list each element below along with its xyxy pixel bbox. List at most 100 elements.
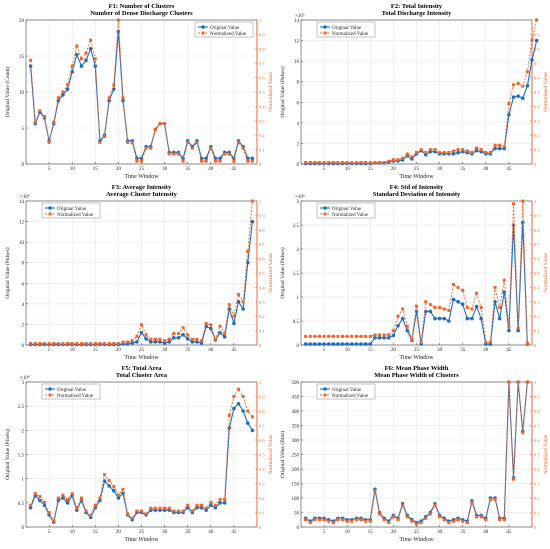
x-tick-label: 10 <box>70 167 76 172</box>
data-point-original <box>195 340 199 344</box>
data-point-normalized <box>530 38 534 42</box>
x-tick-label: 45 <box>231 530 237 535</box>
data-point-normalized <box>135 509 139 513</box>
legend-label-original: Original Value <box>57 207 87 212</box>
data-point-normalized <box>93 57 97 61</box>
y2-tick-label: 0.1 <box>534 148 540 153</box>
data-point-normalized <box>70 342 74 346</box>
data-point-normalized <box>350 519 354 523</box>
data-point-original <box>451 151 456 156</box>
legend-marker-original <box>48 387 52 391</box>
y-tick-label: 6 <box>22 282 25 287</box>
data-point-original <box>250 219 255 224</box>
data-point-normalized <box>382 161 386 165</box>
y2-tick-label: 0.6 <box>534 257 540 262</box>
legend-label-normalized: Normalized Value <box>332 32 369 37</box>
x-tick-label: 30 <box>162 348 168 353</box>
data-point-original <box>354 342 359 346</box>
data-point-normalized <box>313 334 317 338</box>
y-tick-label: 6 <box>297 101 300 106</box>
x-tick-label: 20 <box>391 348 397 353</box>
data-point-normalized <box>61 342 65 346</box>
data-point-normalized <box>116 342 120 346</box>
y-tick-label: 2 <box>22 429 25 434</box>
x-tick-label: 20 <box>116 530 122 535</box>
y-tick-label: 1.5 <box>18 454 25 459</box>
data-point-original <box>42 503 47 508</box>
x-tick-label: 30 <box>437 167 443 172</box>
data-point-normalized <box>61 90 65 94</box>
x-tick-label: 15 <box>93 167 99 172</box>
y2-tick-label: 0.9 <box>534 395 540 400</box>
data-point-normalized <box>331 334 335 338</box>
x-tick-label: 5 <box>323 348 326 353</box>
y2-tick-label: 0.2 <box>259 133 265 138</box>
data-point-normalized <box>488 497 492 501</box>
data-point-normalized <box>130 140 134 144</box>
y2-tick-label: 0.3 <box>534 119 540 124</box>
y-axis-label: Original Value (Bins) <box>279 431 286 478</box>
data-point-normalized <box>461 519 465 523</box>
y2-tick-label: 0.7 <box>534 424 540 429</box>
data-point-normalized <box>149 337 153 341</box>
data-point-normalized <box>433 306 437 310</box>
y2-tick-label: 0.1 <box>534 511 540 516</box>
data-point-original <box>386 336 391 340</box>
x-tick-label: 40 <box>483 530 489 535</box>
data-point-normalized <box>419 521 423 525</box>
data-point-normalized <box>433 148 437 152</box>
data-point-normalized <box>405 324 409 328</box>
data-point-normalized <box>391 515 395 519</box>
data-point-normalized <box>308 334 312 338</box>
data-point-normalized <box>442 518 446 522</box>
data-point-original <box>222 501 227 505</box>
data-point-normalized <box>75 44 79 48</box>
data-point-original <box>236 401 241 406</box>
data-point-normalized <box>359 161 363 165</box>
x-tick-label: 15 <box>93 348 99 353</box>
y-tick-label: 0 <box>22 163 25 168</box>
data-point-normalized <box>98 496 102 500</box>
data-point-original <box>428 309 433 314</box>
data-point-normalized <box>186 503 190 507</box>
data-point-normalized <box>364 161 368 165</box>
data-point-normalized <box>364 519 368 523</box>
data-point-normalized <box>451 283 455 287</box>
x-tick-label: 40 <box>208 530 214 535</box>
data-point-original <box>153 340 158 344</box>
data-point-normalized <box>200 503 204 507</box>
data-point-original <box>359 342 363 346</box>
data-point-normalized <box>479 306 483 310</box>
data-point-normalized <box>79 496 83 500</box>
data-point-normalized <box>135 334 139 338</box>
data-point-normalized <box>525 342 529 346</box>
data-point-normalized <box>447 150 451 154</box>
x-axis-label: Time Window <box>124 355 159 361</box>
data-point-original <box>340 342 345 346</box>
y2-tick-label: 0.2 <box>259 314 265 319</box>
y2-axis-label: Normalized Value <box>268 434 274 474</box>
data-point-normalized <box>33 120 37 124</box>
data-point-original <box>232 406 236 411</box>
y-tick-label: 200 <box>292 468 300 473</box>
data-point-original <box>79 64 84 68</box>
data-point-normalized <box>126 340 130 344</box>
data-point-original <box>65 501 70 505</box>
y-tick-label: 3 <box>22 381 25 386</box>
legend-marker-normalized <box>48 212 52 216</box>
data-point-original <box>75 52 79 57</box>
x-tick-label: 10 <box>345 167 351 172</box>
y-tick-label: 20 <box>19 19 25 24</box>
data-point-original <box>209 503 213 508</box>
data-point-normalized <box>456 285 460 289</box>
x-tick-label: 35 <box>460 167 466 172</box>
data-point-normalized <box>204 506 208 510</box>
y-tick-label: 2 <box>297 248 300 253</box>
data-point-normalized <box>493 285 497 289</box>
data-point-normalized <box>456 148 460 152</box>
data-point-normalized <box>223 331 227 335</box>
data-point-normalized <box>304 518 308 522</box>
x-tick-label: 40 <box>483 167 489 172</box>
y-tick-label: 250 <box>292 454 300 459</box>
